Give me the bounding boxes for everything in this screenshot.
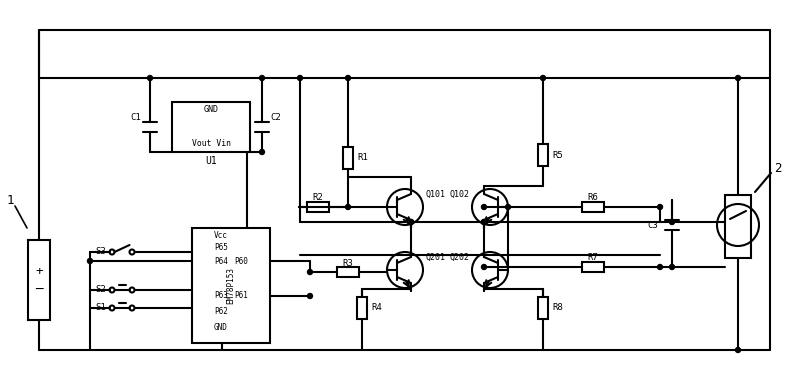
Bar — [172, 102, 250, 152]
Circle shape — [87, 258, 93, 263]
Circle shape — [735, 75, 741, 81]
Text: R1: R1 — [357, 154, 368, 163]
Text: R8: R8 — [552, 304, 562, 313]
Text: U1: U1 — [205, 156, 217, 166]
Circle shape — [482, 204, 486, 210]
Text: R2: R2 — [313, 194, 323, 203]
Text: R6: R6 — [588, 194, 598, 203]
Bar — [538, 144, 548, 166]
Text: +: + — [35, 266, 42, 279]
Text: S2: S2 — [95, 285, 106, 295]
Text: Q201: Q201 — [425, 253, 445, 261]
Text: R5: R5 — [552, 150, 562, 160]
Bar — [192, 228, 270, 343]
Text: P61: P61 — [234, 292, 248, 301]
Bar — [582, 202, 604, 212]
Text: S1: S1 — [95, 304, 106, 313]
Circle shape — [409, 219, 414, 225]
Circle shape — [346, 204, 350, 210]
Text: R7: R7 — [588, 254, 598, 263]
Text: Q101: Q101 — [425, 189, 445, 198]
Bar — [538, 297, 548, 319]
Circle shape — [670, 264, 674, 270]
Text: EM78P153: EM78P153 — [226, 267, 235, 304]
Circle shape — [482, 219, 486, 225]
Text: GND: GND — [214, 323, 228, 332]
Circle shape — [482, 219, 486, 225]
Circle shape — [298, 75, 302, 81]
Text: Q102: Q102 — [450, 189, 470, 198]
Text: Vcc: Vcc — [214, 231, 228, 239]
Text: P62: P62 — [214, 307, 228, 316]
Text: C1: C1 — [130, 113, 142, 122]
Circle shape — [482, 264, 486, 270]
Text: P60: P60 — [234, 257, 248, 266]
Bar — [343, 147, 353, 169]
Circle shape — [307, 270, 313, 275]
Circle shape — [658, 264, 662, 270]
Text: 2: 2 — [774, 162, 782, 175]
Circle shape — [409, 219, 414, 225]
Text: GND: GND — [203, 106, 218, 115]
Circle shape — [346, 75, 350, 81]
Circle shape — [658, 204, 662, 210]
Circle shape — [147, 75, 153, 81]
Text: ─: ─ — [35, 282, 42, 295]
Bar — [725, 195, 751, 258]
Text: C3: C3 — [647, 220, 658, 229]
Circle shape — [307, 294, 313, 298]
Text: S3: S3 — [95, 248, 106, 257]
Text: R3: R3 — [342, 258, 354, 267]
Circle shape — [259, 150, 265, 154]
Text: C2: C2 — [270, 113, 282, 122]
Bar — [28, 240, 50, 320]
Text: P65: P65 — [214, 244, 228, 253]
Bar — [307, 202, 329, 212]
Text: Q202: Q202 — [450, 253, 470, 261]
Text: R4: R4 — [371, 304, 382, 313]
Bar — [357, 297, 367, 319]
Text: 1: 1 — [6, 194, 14, 207]
Text: P63: P63 — [214, 292, 228, 301]
Text: P64: P64 — [214, 257, 228, 266]
Circle shape — [259, 75, 265, 81]
Circle shape — [735, 348, 741, 352]
Text: Vout Vin: Vout Vin — [191, 140, 230, 148]
Circle shape — [506, 204, 510, 210]
Bar — [337, 267, 359, 277]
Circle shape — [541, 75, 546, 81]
Bar — [582, 262, 604, 272]
Circle shape — [670, 219, 674, 225]
